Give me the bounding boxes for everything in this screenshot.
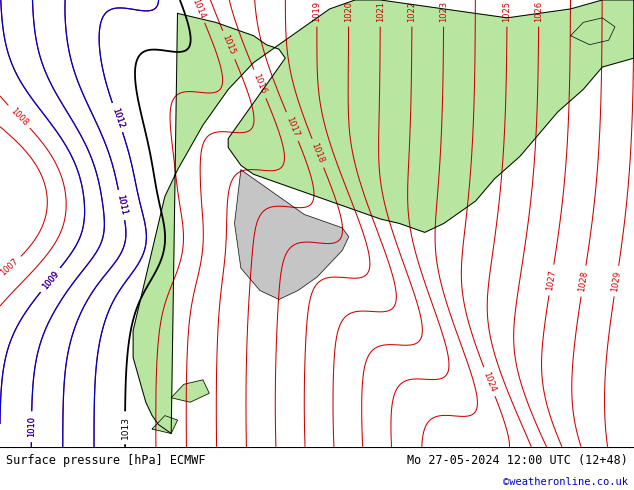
Text: Mo 27-05-2024 12:00 UTC (12+48): Mo 27-05-2024 12:00 UTC (12+48)	[407, 454, 628, 467]
Text: 1025: 1025	[503, 0, 512, 22]
Text: 1018: 1018	[309, 142, 326, 165]
Text: 1017: 1017	[284, 115, 301, 138]
Text: 1024: 1024	[481, 370, 498, 393]
Text: 1020: 1020	[344, 0, 353, 22]
Text: 1011: 1011	[115, 194, 128, 216]
Text: Surface pressure [hPa] ECMWF: Surface pressure [hPa] ECMWF	[6, 454, 206, 467]
Text: 1028: 1028	[578, 270, 590, 292]
Text: 1023: 1023	[439, 0, 448, 22]
Text: 1026: 1026	[534, 0, 543, 22]
Polygon shape	[152, 416, 178, 434]
Polygon shape	[235, 170, 349, 299]
Text: 1029: 1029	[611, 270, 623, 292]
Text: 1012: 1012	[110, 106, 125, 129]
Text: 1019: 1019	[313, 0, 321, 22]
Text: 1022: 1022	[408, 0, 417, 22]
Polygon shape	[133, 0, 634, 434]
Text: 1014: 1014	[190, 0, 207, 20]
Text: 1011: 1011	[115, 194, 128, 216]
Text: 1021: 1021	[376, 0, 385, 22]
Text: 1027: 1027	[545, 269, 557, 291]
Text: 1016: 1016	[252, 73, 268, 96]
Text: 1012: 1012	[110, 106, 125, 129]
Text: 1009: 1009	[40, 269, 60, 291]
Text: 1009: 1009	[40, 269, 60, 291]
Polygon shape	[571, 18, 615, 45]
Text: 1007: 1007	[0, 257, 20, 277]
Text: 1010: 1010	[27, 416, 36, 437]
Polygon shape	[171, 380, 209, 402]
Text: 1015: 1015	[221, 34, 237, 56]
Text: 1008: 1008	[8, 106, 30, 127]
Text: 1013: 1013	[120, 416, 129, 440]
Text: ©weatheronline.co.uk: ©weatheronline.co.uk	[503, 477, 628, 487]
Text: 1010: 1010	[27, 416, 36, 437]
